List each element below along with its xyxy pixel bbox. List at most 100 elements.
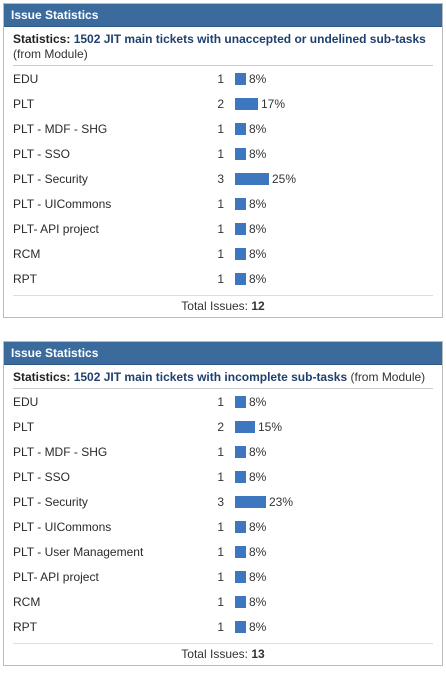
issue-count-link[interactable]: 1	[217, 519, 224, 534]
module-name-link[interactable]: PLT- API project	[13, 569, 99, 584]
percentage-cell: 8%	[224, 545, 433, 559]
percentage-cell: 23%	[224, 495, 433, 509]
stats-row: RPT 1 8%	[13, 266, 433, 291]
stats-row: PLT - User Management 1 8%	[13, 539, 433, 564]
stats-row: RCM 1 8%	[13, 241, 433, 266]
percentage-bar	[235, 520, 246, 533]
module-name-link[interactable]: PLT - SSO	[13, 146, 70, 161]
issue-count-link[interactable]: 1	[217, 569, 224, 584]
percentage-cell: 17%	[224, 97, 433, 111]
issue-count-link[interactable]: 1	[217, 71, 224, 86]
stats-row: PLT - Security 3 23%	[13, 489, 433, 514]
percentage-label: 8%	[249, 196, 267, 211]
issue-count-link[interactable]: 1	[217, 594, 224, 609]
percentage-cell: 8%	[224, 570, 433, 584]
percentage-label: 8%	[249, 246, 267, 261]
stats-rows: EDU 1 8% PLT 2 17% PLT - MDF - SHG 1 8% PLT - SSO…	[13, 65, 433, 291]
gadget-body: Statistics: 1502 JIT main tickets with u…	[4, 27, 442, 317]
module-name-link[interactable]: RPT	[13, 619, 37, 634]
module-name-link[interactable]: PLT - UICommons	[13, 519, 112, 534]
percentage-label: 8%	[249, 469, 267, 484]
module-name-link[interactable]: PLT - Security	[13, 171, 88, 186]
issue-count-link[interactable]: 1	[217, 619, 224, 634]
filter-name-link[interactable]: 1502 JIT main tickets with incomplete su…	[73, 370, 348, 384]
issue-count-link[interactable]: 1	[217, 271, 224, 286]
percentage-bar	[235, 445, 246, 458]
stats-row: PLT - UICommons 1 8%	[13, 514, 433, 539]
percentage-label: 25%	[272, 171, 297, 186]
percentage-bar	[235, 570, 246, 583]
module-name-link[interactable]: EDU	[13, 71, 39, 86]
stats-row: RCM 1 8%	[13, 589, 433, 614]
total-count: 12	[251, 299, 265, 313]
module-name-link[interactable]: PLT - UICommons	[13, 196, 112, 211]
issue-count-link[interactable]: 1	[217, 394, 224, 409]
percentage-bar	[235, 595, 246, 608]
issue-count-link[interactable]: 1	[217, 544, 224, 559]
stats-row: PLT - SSO 1 8%	[13, 141, 433, 166]
stats-label: Statistics:	[13, 370, 71, 384]
percentage-cell: 8%	[224, 247, 433, 261]
stats-row: RPT 1 8%	[13, 614, 433, 639]
stats-row: PLT - MDF - SHG 1 8%	[13, 439, 433, 464]
module-name-link[interactable]: RCM	[13, 594, 41, 609]
issue-count-link[interactable]: 1	[217, 196, 224, 211]
percentage-cell: 8%	[224, 222, 433, 236]
percentage-cell: 8%	[224, 147, 433, 161]
percentage-bar	[235, 620, 246, 633]
issue-count-link[interactable]: 1	[217, 221, 224, 236]
module-name-link[interactable]: PLT	[13, 419, 35, 434]
percentage-bar	[235, 72, 246, 85]
module-name-link[interactable]: PLT - Security	[13, 494, 88, 509]
percentage-label: 8%	[249, 221, 267, 236]
percentage-cell: 8%	[224, 197, 433, 211]
issue-count-link[interactable]: 1	[217, 469, 224, 484]
percentage-label: 8%	[249, 121, 267, 136]
percentage-label: 17%	[261, 96, 286, 111]
module-name-link[interactable]: EDU	[13, 394, 39, 409]
filter-name-link[interactable]: 1502 JIT main tickets with unaccepted or…	[73, 32, 426, 46]
total-issues: Total Issues: 13	[13, 643, 433, 665]
issue-count-link[interactable]: 3	[217, 171, 224, 186]
percentage-bar	[235, 395, 246, 408]
percentage-cell: 8%	[224, 122, 433, 136]
percentage-bar	[235, 470, 246, 483]
module-name-link[interactable]: PLT - MDF - SHG	[13, 444, 108, 459]
issue-count-link[interactable]: 1	[217, 444, 224, 459]
stats-label: Statistics:	[13, 32, 71, 46]
stats-row: PLT - SSO 1 8%	[13, 464, 433, 489]
issue-count-link[interactable]: 1	[217, 121, 224, 136]
stats-title: Statistics: 1502 JIT main tickets with u…	[13, 32, 433, 62]
issue-count-link[interactable]: 1	[217, 146, 224, 161]
gadget-body: Statistics: 1502 JIT main tickets with i…	[4, 365, 442, 665]
issue-count-link[interactable]: 2	[217, 419, 224, 434]
module-name-link[interactable]: RCM	[13, 246, 41, 261]
percentage-label: 8%	[249, 594, 267, 609]
issue-count-link[interactable]: 3	[217, 494, 224, 509]
module-name-link[interactable]: PLT	[13, 96, 35, 111]
issue-count-link[interactable]: 1	[217, 246, 224, 261]
percentage-cell: 8%	[224, 445, 433, 459]
module-name-link[interactable]: PLT- API project	[13, 221, 99, 236]
from-label: (from Module)	[350, 370, 426, 384]
percentage-cell: 8%	[224, 620, 433, 634]
stats-row: EDU 1 8%	[13, 389, 433, 414]
issue-count-link[interactable]: 2	[217, 96, 224, 111]
percentage-label: 23%	[269, 494, 294, 509]
stats-row: PLT - Security 3 25%	[13, 166, 433, 191]
percentage-bar	[235, 197, 246, 210]
module-name-link[interactable]: PLT - User Management	[13, 544, 144, 559]
module-name-link[interactable]: RPT	[13, 271, 37, 286]
percentage-cell: 8%	[224, 520, 433, 534]
module-name-link[interactable]: PLT - MDF - SHG	[13, 121, 108, 136]
percentage-cell: 8%	[224, 72, 433, 86]
module-name-link[interactable]: PLT - SSO	[13, 469, 70, 484]
percentage-cell: 8%	[224, 470, 433, 484]
percentage-cell: 8%	[224, 395, 433, 409]
stats-row: PLT 2 15%	[13, 414, 433, 439]
percentage-cell: 8%	[224, 272, 433, 286]
percentage-bar	[235, 122, 246, 135]
percentage-label: 8%	[249, 394, 267, 409]
total-count: 13	[251, 647, 265, 661]
percentage-label: 8%	[249, 619, 267, 634]
